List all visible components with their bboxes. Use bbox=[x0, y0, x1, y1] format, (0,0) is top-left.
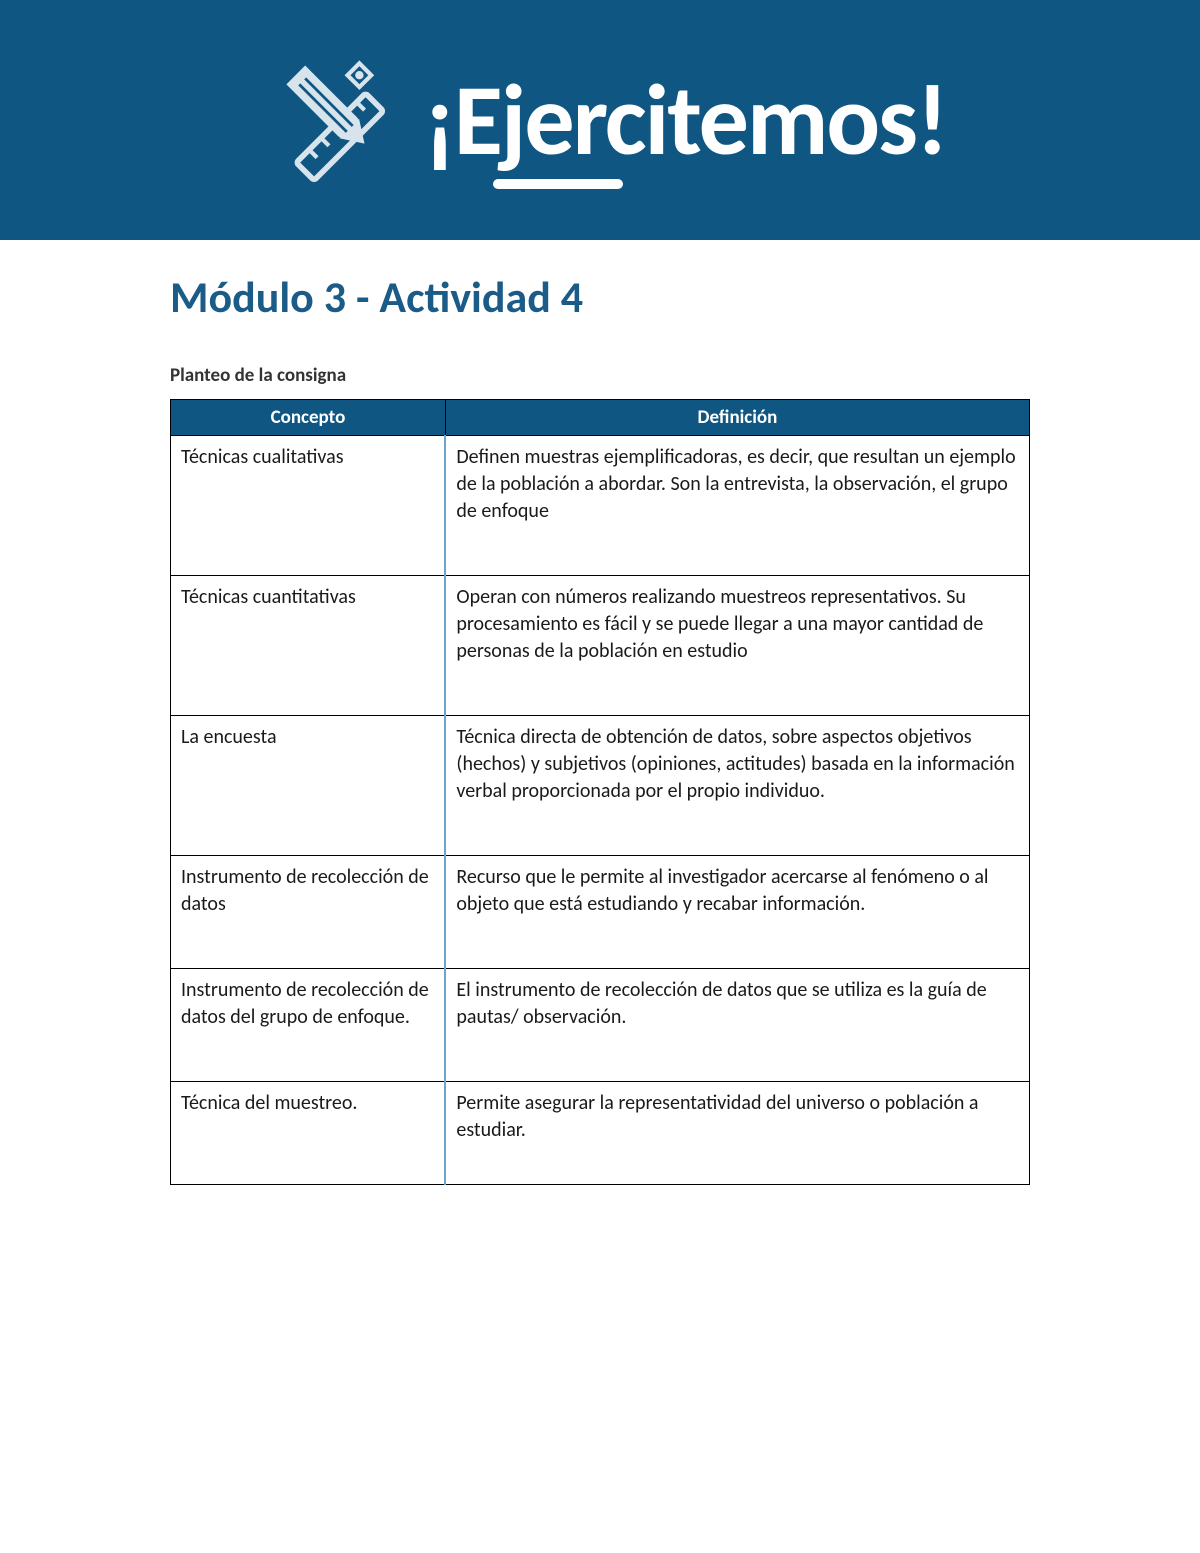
cell-concepto: Instrumento de recolección de datos del … bbox=[171, 969, 446, 1082]
subtitle: Planteo de la consigna bbox=[170, 364, 1030, 387]
table-row: La encuesta Técnica directa de obtención… bbox=[171, 716, 1030, 856]
concept-table: Concepto Definición Técnicas cualitativa… bbox=[170, 399, 1030, 1185]
table-row: Técnicas cuantitativas Operan con número… bbox=[171, 576, 1030, 716]
table-row: Instrumento de recolección de datos Recu… bbox=[171, 856, 1030, 969]
table-body: Técnicas cualitativas Definen muestras e… bbox=[171, 436, 1030, 1185]
cell-definicion: Operan con números realizando muestreos … bbox=[445, 576, 1029, 716]
table-row: Técnicas cualitativas Definen muestras e… bbox=[171, 436, 1030, 576]
cell-concepto: Técnicas cuantitativas bbox=[171, 576, 446, 716]
module-title: Módulo 3 - Actividad 4 bbox=[170, 270, 1030, 324]
cell-definicion: El instrumento de recolección de datos q… bbox=[445, 969, 1029, 1082]
table-header-row: Concepto Definición bbox=[171, 400, 1030, 436]
cell-definicion: Permite asegurar la representatividad de… bbox=[445, 1082, 1029, 1185]
pencil-ruler-icon bbox=[253, 50, 393, 190]
banner-header: ¡Ejercitemos! bbox=[0, 0, 1200, 240]
header-concepto: Concepto bbox=[171, 400, 446, 436]
cell-definicion: Técnica directa de obtención de datos, s… bbox=[445, 716, 1029, 856]
cell-concepto: La encuesta bbox=[171, 716, 446, 856]
cell-concepto: Técnica del muestreo. bbox=[171, 1082, 446, 1185]
cell-definicion: Recurso que le permite al investigador a… bbox=[445, 856, 1029, 969]
cell-concepto: Técnicas cualitativas bbox=[171, 436, 446, 576]
cell-definicion: Definen muestras ejemplificadoras, es de… bbox=[445, 436, 1029, 576]
cell-concepto: Instrumento de recolección de datos bbox=[171, 856, 446, 969]
header-definicion: Definición bbox=[445, 400, 1029, 436]
table-row: Instrumento de recolección de datos del … bbox=[171, 969, 1030, 1082]
content-area: Módulo 3 - Actividad 4 Planteo de la con… bbox=[0, 240, 1200, 1245]
banner-title: ¡Ejercitemos! bbox=[423, 59, 946, 181]
table-row: Técnica del muestreo. Permite asegurar l… bbox=[171, 1082, 1030, 1185]
